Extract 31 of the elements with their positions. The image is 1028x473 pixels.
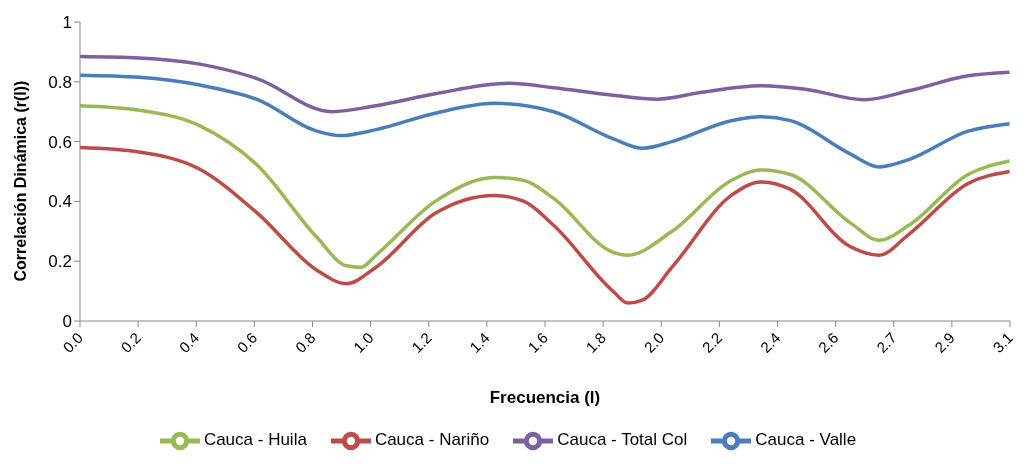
x-tick-label: 1.6 xyxy=(524,328,552,356)
x-tick-label: 0.8 xyxy=(291,328,319,356)
x-tick-label: 2.6 xyxy=(814,328,842,356)
y-tick-label: 0.8 xyxy=(48,72,72,92)
y-tick-label: 0.6 xyxy=(48,132,72,152)
legend-label: Cauca - Total Col xyxy=(557,430,688,450)
y-axis-title: Correlación Dinámica (r(l)) xyxy=(11,80,29,282)
legend-label: Cauca - Nariño xyxy=(374,430,490,450)
y-tick-label: 0.2 xyxy=(48,252,72,272)
x-tick-label: 3.1 xyxy=(989,328,1017,356)
line-series xyxy=(80,103,1010,269)
x-tick-label: 0.2 xyxy=(117,328,145,356)
legend-label: Cauca - Valle xyxy=(755,430,857,450)
x-tick-label: 2.0 xyxy=(640,328,668,356)
x-tick-label: 2.7 xyxy=(872,328,900,356)
line-series xyxy=(80,73,1010,169)
line-series xyxy=(80,145,1010,305)
x-tick-label: 2.9 xyxy=(931,328,958,356)
x-axis-title: Frecuencia (l) xyxy=(489,388,601,407)
y-tick-label: 1 xyxy=(62,13,72,33)
x-tick-label: 2.2 xyxy=(698,328,726,356)
x-tick-label: 1.0 xyxy=(349,328,377,356)
line-series xyxy=(80,54,1010,114)
x-tick-label: 0.4 xyxy=(175,328,203,356)
x-tick-label: 0.6 xyxy=(233,328,261,356)
x-tick-label: 2.4 xyxy=(756,328,784,356)
y-tick-label: 0.4 xyxy=(48,192,72,212)
x-tick-label: 1.2 xyxy=(407,328,435,356)
x-tick-label: 1.4 xyxy=(466,328,493,356)
x-tick-label: 1.8 xyxy=(582,328,610,356)
legend-label: Cauca - Huila xyxy=(203,430,307,450)
